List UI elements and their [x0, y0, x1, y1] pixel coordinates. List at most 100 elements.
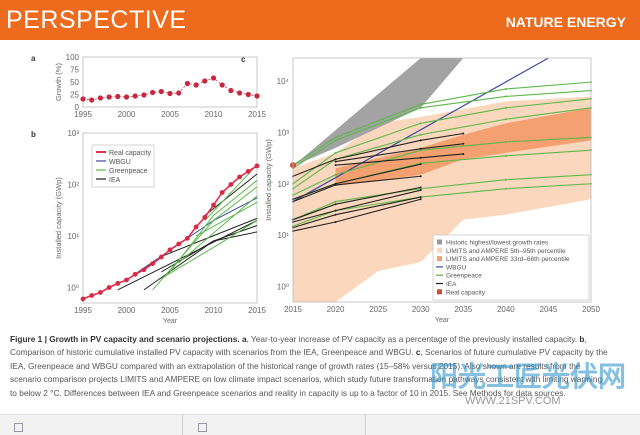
x-tick-label: 1995 [74, 110, 92, 119]
scenario-point [334, 173, 337, 176]
scenario-point [419, 122, 422, 125]
real-capacity-point [211, 202, 216, 208]
scenario-point [419, 106, 422, 109]
real-capacity-point [228, 182, 234, 187]
x-tick-label: 2000 [118, 110, 136, 119]
y-tick-label: 75 [70, 66, 79, 75]
plot-frame [82, 56, 258, 108]
plot-frame [292, 57, 592, 303]
caption-b-text: , Comparison of historic cumulative inst… [10, 334, 587, 358]
panel-label: a [31, 54, 36, 63]
plot-frame [82, 132, 258, 304]
real-capacity-point [237, 174, 243, 180]
x-tick-label: 2020 [327, 305, 345, 314]
scenario-point [334, 200, 337, 203]
scenario-point [504, 140, 507, 143]
y-axis-label: Installed capacity (GWp) [264, 139, 273, 221]
real-capacity-point [219, 190, 225, 195]
scenario-point [334, 136, 337, 139]
real-capacity-point [176, 241, 182, 247]
scenario-point [419, 139, 422, 142]
scenario-point [334, 164, 337, 167]
scenario-point [504, 87, 507, 90]
real-capacity-point [193, 224, 199, 230]
y-tick-label: 10¹ [67, 232, 79, 241]
scenario-point [504, 118, 507, 121]
legend-label: IEA [446, 281, 457, 288]
legend-swatch [437, 256, 442, 262]
scenario-line-greenpeace [161, 220, 258, 279]
panel-label: b [31, 130, 36, 139]
growth-point [237, 90, 243, 96]
x-tick-label: 2015 [284, 305, 302, 314]
bottom-toolbar [0, 414, 640, 435]
tab-icon[interactable] [198, 423, 207, 432]
legend-label: LIMITS and AMPERE 33rd–66th percentile [446, 256, 570, 263]
y-tick-label: 10¹ [277, 231, 289, 240]
journal-header: PERSPECTIVE NATURE ENERGY [0, 0, 640, 40]
y-axis-label: Growth (%) [54, 63, 63, 101]
scenario-line-greenpeace [178, 195, 258, 264]
x-tick-label: 2035 [454, 305, 472, 314]
growth-point [115, 93, 121, 100]
scenario-point [334, 158, 337, 161]
legend-label: Real capacity [446, 289, 486, 296]
x-tick-label: 2005 [161, 306, 179, 315]
caption-title: Figure 1 | Growth in PV capacity and sce… [10, 334, 240, 344]
y-tick-label: 10³ [67, 129, 79, 138]
growth-point [158, 88, 164, 95]
real-capacity-point [167, 247, 173, 253]
real-capacity-point [141, 267, 147, 273]
x-tick-label: 1995 [74, 306, 92, 315]
growth-point [202, 78, 208, 84]
figure-caption: Figure 1 | Growth in PV capacity and sce… [10, 333, 610, 400]
growth-point [228, 87, 234, 94]
x-tick-label: 2005 [161, 110, 179, 119]
scenario-point [334, 203, 337, 206]
scenario-point [334, 183, 337, 186]
scenario-point [419, 163, 422, 166]
real-capacity-point [89, 293, 95, 298]
legend-label: Historic highest/lowest growth rates [446, 240, 549, 247]
scenario-point [334, 139, 337, 142]
x-tick-label: 2040 [497, 305, 515, 314]
scenario-line-iea [204, 173, 258, 216]
scenario-point [334, 213, 337, 216]
scenario-line-iea [161, 225, 258, 273]
real-capacity-point [245, 168, 251, 174]
legend-swatch [437, 247, 442, 253]
watermark: 阳光工匠光伏网 [430, 361, 627, 392]
legend-label: LIMITS and AMPERE 5th–95th percentile [446, 248, 566, 255]
legend-label: Greenpeace [446, 273, 482, 280]
tab-icon[interactable] [14, 423, 23, 432]
legend-swatch [437, 289, 442, 295]
x-tick-label: 2045 [540, 305, 558, 314]
scenario-point [419, 175, 422, 178]
caption-a-text: , Year-to-year increase of PV capacity a… [246, 334, 578, 344]
y-tick-label: 10³ [277, 128, 289, 137]
real-capacity-point [254, 163, 260, 169]
growth-point [184, 80, 190, 87]
x-tick-label: 2030 [412, 305, 430, 314]
panel-label: c [241, 55, 246, 64]
scenario-point [504, 95, 507, 98]
y-tick-label: 100 [66, 53, 80, 62]
legend-label: Real capacity [109, 150, 152, 157]
caption-c-label: c [415, 347, 421, 358]
growth-point [176, 90, 182, 96]
real-capacity-point [115, 281, 121, 286]
growth-point [150, 89, 156, 96]
divider [182, 415, 183, 435]
scenario-point [504, 187, 507, 190]
y-axis-label: Installed capacity (GWp) [54, 177, 63, 259]
real-capacity-point [124, 277, 129, 283]
y-tick-label: 0 [75, 103, 80, 112]
x-tick-label: 2015 [248, 306, 266, 315]
scenario-point [462, 152, 465, 155]
journal-name: NATURE ENERGY [505, 14, 626, 30]
x-tick-label: 2000 [118, 306, 136, 315]
scenario-point [462, 132, 465, 135]
caption-a-label: a [241, 334, 247, 344]
legend-label: WBGU [109, 159, 131, 166]
